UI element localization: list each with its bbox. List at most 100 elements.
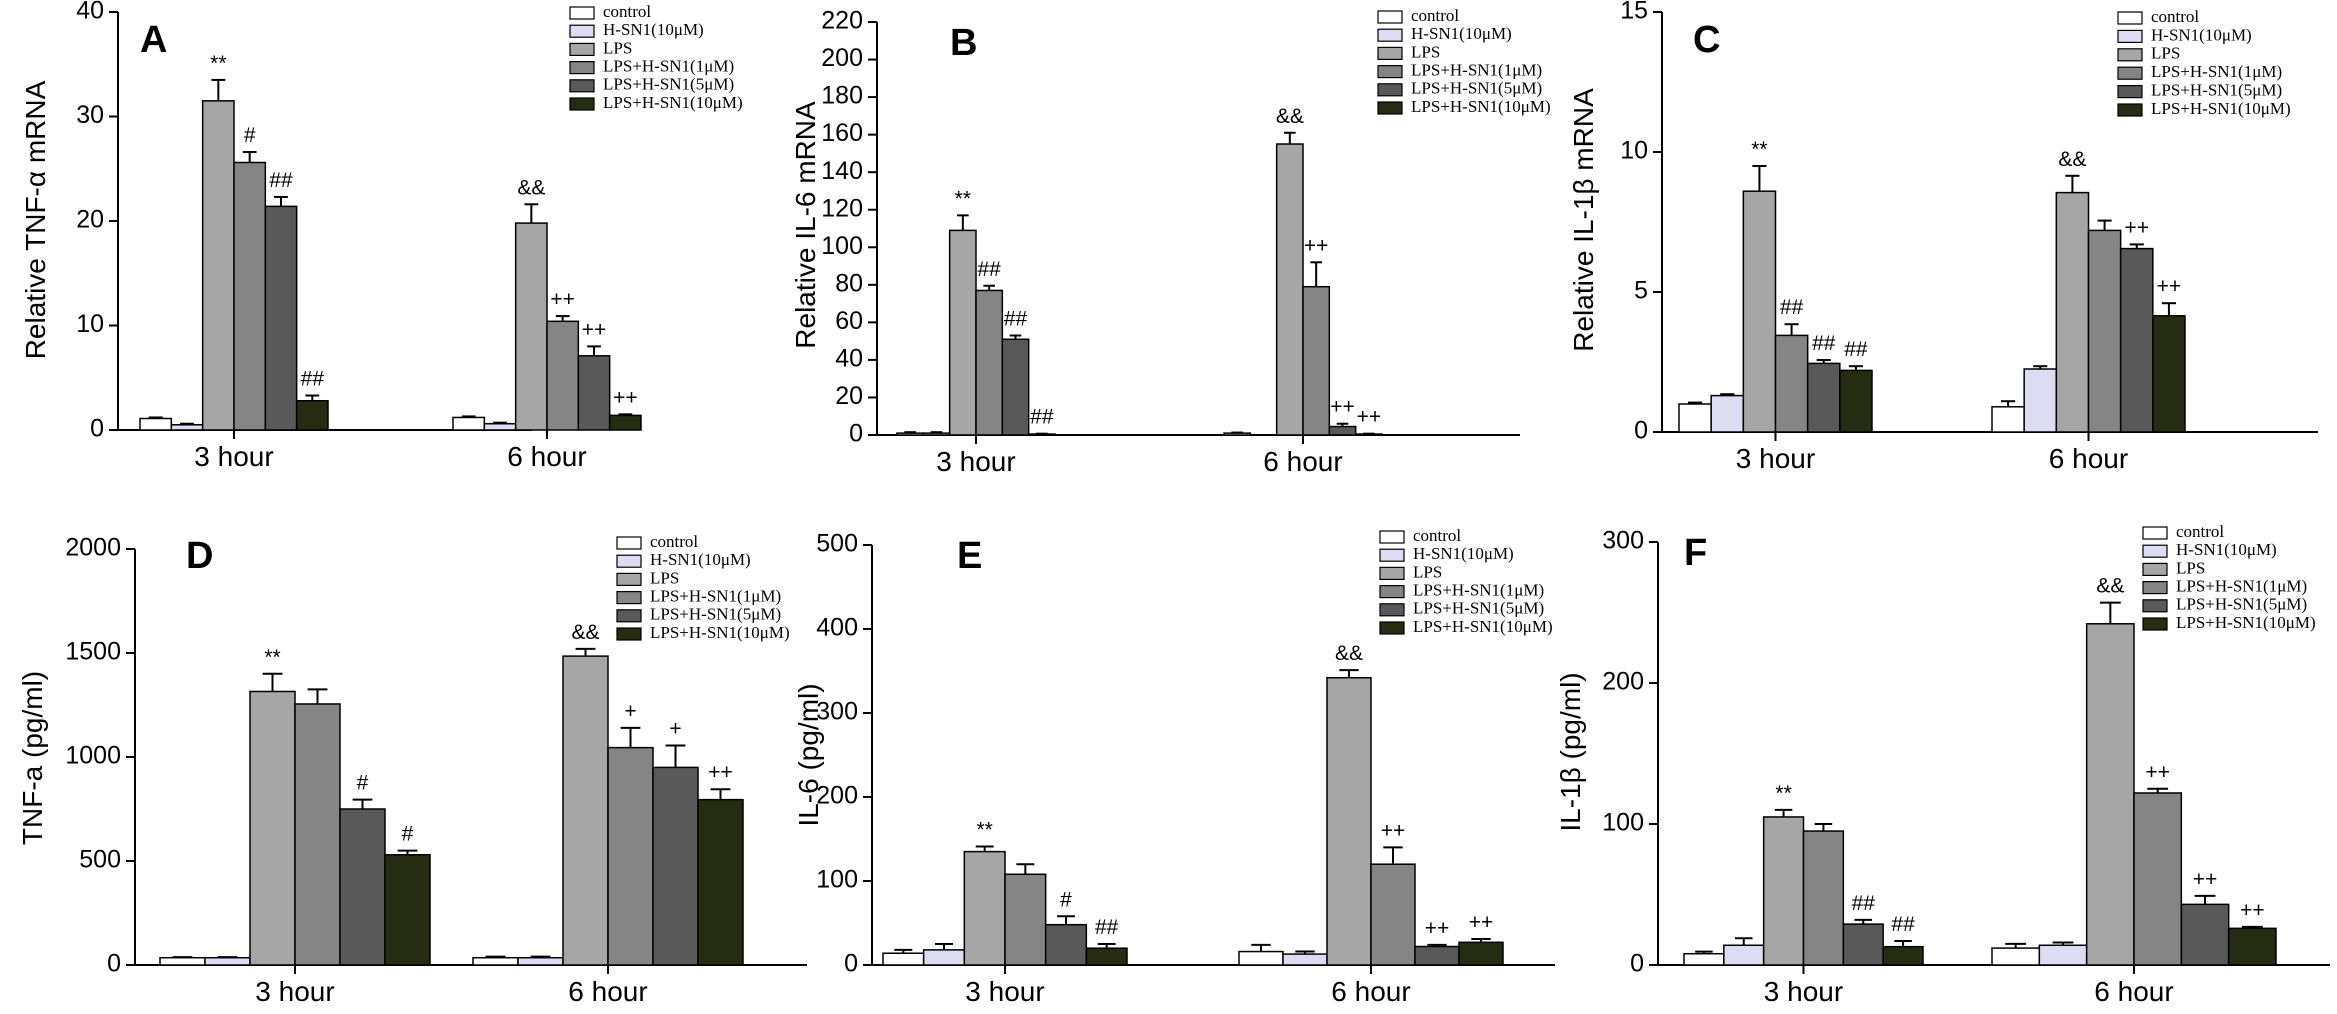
legend: controlH-SN1(10μM)LPSLPS+H-SN1(1μM)LPS+H… <box>569 2 743 112</box>
bar <box>2119 247 2154 433</box>
legend-entry: H-SN1(10μM) <box>603 20 704 39</box>
bar <box>2133 792 2183 966</box>
bar <box>204 956 251 966</box>
legend: controlH-SN1(10μM)LPSLPS+H-SN1(1μM)LPS+H… <box>616 532 790 642</box>
legend-entry: LPS+H-SN1(10μM) <box>1413 617 1553 636</box>
bar <box>2087 229 2122 433</box>
significance-marker: ++ <box>2193 868 2218 891</box>
y-tick-label: 10 <box>76 310 104 338</box>
significance-marker: ## <box>1844 338 1868 361</box>
x-tick-label: 3 hour <box>255 976 334 1007</box>
legend-swatch <box>569 79 595 93</box>
legend-swatch <box>1379 530 1405 544</box>
panel-c: C Relative IL-1β mRNA 0 5 10 15 3 hour ** ## ## ##… <box>1568 0 2318 474</box>
bar <box>2180 903 2230 966</box>
bar <box>608 414 642 431</box>
bar <box>1085 947 1128 966</box>
bar <box>1328 425 1357 436</box>
y-tick-label: 200 <box>821 44 863 72</box>
significance-marker: ## <box>1812 332 1836 355</box>
legend-entry: LPS+H-SN1(5μM) <box>2151 81 2282 100</box>
legend-entry: LPS+H-SN1(1μM) <box>1411 61 1542 80</box>
legend-swatch <box>1379 548 1405 562</box>
bar <box>1238 950 1284 966</box>
bar <box>339 808 386 966</box>
bar <box>1004 873 1047 966</box>
x-tick-label: 6 hour <box>1263 446 1342 477</box>
bar <box>514 222 548 431</box>
significance-marker: ++ <box>1357 406 1382 429</box>
legend-entry: H-SN1(10μM) <box>2151 25 2252 44</box>
legend-swatch <box>2142 599 2168 613</box>
bar <box>483 422 517 431</box>
bar <box>201 100 235 431</box>
legend-swatch <box>616 627 642 641</box>
y-tick-label: 200 <box>1602 668 1644 696</box>
legend-swatch <box>569 97 595 111</box>
y-tick-label: 80 <box>835 269 863 297</box>
significance-marker: ** <box>210 52 226 75</box>
panel-label: D <box>186 535 213 577</box>
legend-entry: LPS+H-SN1(1μM) <box>650 587 781 606</box>
y-tick-label: 100 <box>1602 809 1644 837</box>
significance-marker: ** <box>955 187 971 210</box>
y-tick-label: 300 <box>1602 527 1644 555</box>
legend-entry: LPS <box>1413 562 1442 581</box>
panel-label: B <box>950 22 977 64</box>
y-tick-label: 220 <box>821 7 863 35</box>
bar <box>1991 947 2041 966</box>
bar <box>896 432 925 436</box>
y-tick-label: 500 <box>79 846 121 874</box>
x-tick-label: 6 hour <box>507 441 586 472</box>
significance-marker: # <box>357 772 369 795</box>
legend-swatch <box>2117 11 2143 25</box>
bar <box>2227 927 2277 966</box>
y-axis-label: IL-1β (pg/ml) <box>1555 672 1586 831</box>
x-tick-label: 3 hour <box>1736 443 1815 474</box>
bar <box>452 416 486 431</box>
legend: controlH-SN1(10μM)LPSLPS+H-SN1(1μM)LPS+H… <box>1377 6 1551 116</box>
y-tick-label: 60 <box>835 307 863 335</box>
significance-marker: ** <box>1775 782 1791 805</box>
bar <box>546 320 580 431</box>
legend-swatch <box>2142 526 2168 540</box>
significance-marker: ## <box>977 258 1001 281</box>
legend-entry: LPS+H-SN1(10μM) <box>650 623 790 642</box>
bar <box>1710 394 1745 433</box>
significance-marker: ** <box>264 646 280 669</box>
y-tick-label: 15 <box>1620 0 1648 25</box>
bar <box>1839 369 1873 433</box>
significance-marker: && <box>571 621 599 644</box>
significance-marker: ++ <box>708 761 733 784</box>
bar <box>1802 830 1845 966</box>
legend-swatch <box>1377 10 1403 24</box>
y-axis-label: TNF-a (pg/ml) <box>17 671 48 845</box>
panel-label: C <box>1693 19 1720 61</box>
bar <box>2152 315 2186 433</box>
bar <box>517 956 564 966</box>
panel-label: F <box>1684 532 1707 574</box>
legend-entry: LPS+H-SN1(10μM) <box>1411 97 1551 116</box>
legend-entry: LPS+H-SN1(10μM) <box>2151 99 2291 118</box>
legend-entry: H-SN1(10μM) <box>650 550 751 569</box>
legend-swatch <box>1377 64 1403 79</box>
significance-marker: ++ <box>1469 911 1494 934</box>
bar <box>882 952 925 966</box>
bar <box>1842 923 1884 966</box>
significance-marker: ++ <box>1425 917 1450 940</box>
legend-swatch <box>1379 603 1405 617</box>
significance-marker: # <box>402 823 414 846</box>
legend-swatch <box>2142 617 2168 631</box>
bar <box>170 424 204 431</box>
bar <box>697 798 744 966</box>
x-tick-label: 3 hour <box>1764 976 1843 1007</box>
legend-entry: LPS+H-SN1(5μM) <box>1411 79 1542 98</box>
significance-marker: ** <box>976 819 992 842</box>
bar <box>2055 191 2090 433</box>
legend-swatch <box>2117 103 2143 117</box>
bar <box>472 956 519 966</box>
legend-entry: control <box>603 2 651 21</box>
bar <box>577 355 611 431</box>
